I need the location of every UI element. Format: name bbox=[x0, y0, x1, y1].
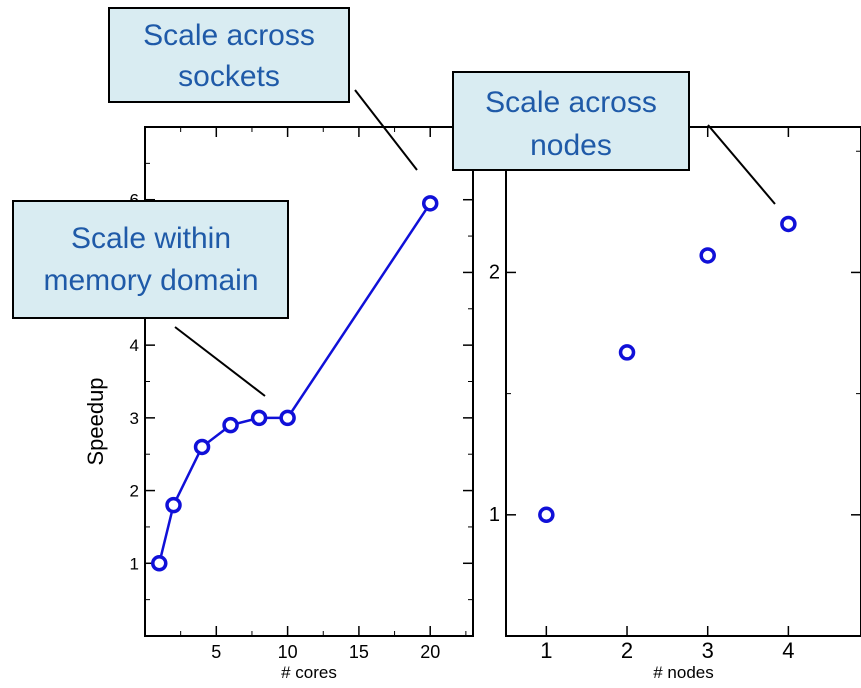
nodes-data-point bbox=[699, 247, 716, 264]
cores-y-tick-label: 3 bbox=[130, 409, 139, 428]
leader-line-sockets bbox=[354, 89, 418, 171]
leader-line-nodes bbox=[707, 124, 776, 205]
callout-nodes-line-2: nodes bbox=[530, 129, 612, 162]
callout-sockets-line-1: Scale across bbox=[143, 19, 315, 52]
nodes-data-point bbox=[538, 506, 555, 524]
callout-memory-line-1: Scale within bbox=[71, 222, 231, 255]
callout-scale-across-sockets: Scale across sockets bbox=[108, 7, 350, 103]
callout-nodes-line-1: Scale across bbox=[485, 86, 657, 119]
nodes-x-tick-label: 1 bbox=[540, 638, 552, 663]
cores-speedup-chart: 5101520123456 # cores Speedup bbox=[83, 126, 474, 682]
nodes-x-tick-label: 3 bbox=[702, 638, 714, 663]
cores-x-tick-label: 20 bbox=[420, 642, 440, 662]
callout-box-sockets bbox=[108, 7, 350, 103]
cores-x-tick-label: 15 bbox=[349, 642, 369, 662]
callout-memory-line-2: memory domain bbox=[43, 264, 258, 297]
nodes-data-point bbox=[618, 344, 636, 361]
leader-line-memory bbox=[174, 326, 266, 397]
cores-y-tick-label: 2 bbox=[130, 482, 139, 501]
cores-data-point bbox=[250, 409, 268, 427]
callout-box-memory bbox=[12, 200, 289, 319]
cores-data-point bbox=[279, 409, 296, 427]
nodes-y-tick-label: 1 bbox=[489, 504, 500, 526]
callout-sockets-line-2: sockets bbox=[178, 60, 280, 93]
cores-data-point bbox=[421, 195, 439, 212]
plot-frame-nodes bbox=[505, 126, 861, 637]
cores-y-tick-label: 4 bbox=[130, 336, 139, 355]
cores-data-point bbox=[165, 496, 182, 514]
y-axis-label-speedup: Speedup bbox=[83, 377, 108, 465]
x-axis-label-nodes: # nodes bbox=[653, 663, 714, 682]
nodes-speedup-chart: 1 2 3 4 1 2 # nodes bbox=[489, 126, 861, 682]
cores-y-tick-label: 1 bbox=[130, 554, 139, 573]
cores-data-point bbox=[151, 555, 168, 572]
cores-data-point bbox=[222, 416, 239, 434]
callout-scale-within-memory-domain: Scale within memory domain bbox=[12, 200, 289, 319]
nodes-x-tick-label: 2 bbox=[621, 638, 633, 663]
cores-data-point bbox=[193, 438, 211, 456]
nodes-x-tick-label: 4 bbox=[782, 638, 794, 663]
cores-x-tick-label: 10 bbox=[278, 642, 298, 662]
nodes-y-tick-label: 2 bbox=[489, 261, 500, 283]
cores-x-tick-label: 5 bbox=[211, 642, 221, 662]
callout-box-nodes bbox=[452, 71, 690, 171]
nodes-data-point bbox=[780, 215, 797, 233]
x-axis-label-cores: # cores bbox=[281, 663, 337, 682]
callout-scale-across-nodes: Scale across nodes bbox=[452, 71, 690, 171]
